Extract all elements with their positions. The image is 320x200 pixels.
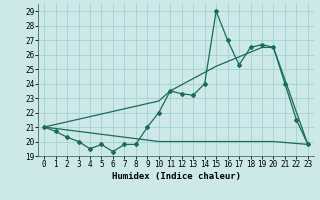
X-axis label: Humidex (Indice chaleur): Humidex (Indice chaleur): [111, 172, 241, 181]
